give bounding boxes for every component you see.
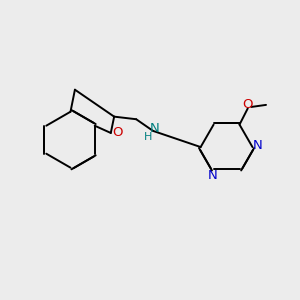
Text: N: N bbox=[150, 122, 159, 135]
Text: O: O bbox=[242, 98, 253, 111]
Text: O: O bbox=[112, 127, 122, 140]
Text: H: H bbox=[143, 132, 152, 142]
Text: N: N bbox=[208, 169, 218, 182]
Text: N: N bbox=[253, 139, 262, 152]
